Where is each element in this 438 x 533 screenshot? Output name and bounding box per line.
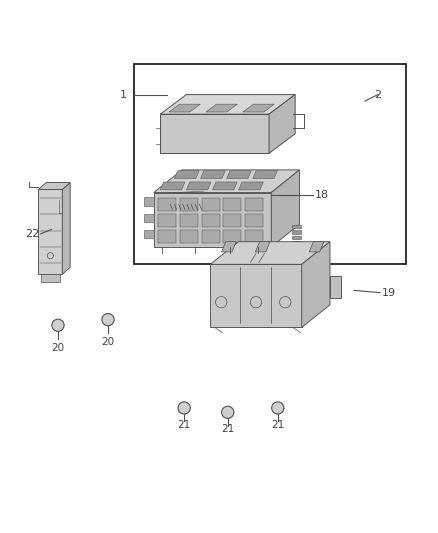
Text: 21: 21 (221, 424, 234, 434)
Polygon shape (222, 241, 236, 252)
Polygon shape (210, 241, 330, 264)
Bar (134, 64, 406, 264)
Circle shape (102, 313, 114, 326)
Polygon shape (62, 182, 70, 274)
Polygon shape (39, 182, 70, 189)
Bar (292, 236, 301, 239)
Bar (39, 189, 62, 274)
Bar (245, 198, 263, 211)
Bar (201, 230, 220, 243)
Bar (158, 214, 176, 227)
Polygon shape (201, 171, 225, 179)
Polygon shape (330, 277, 341, 298)
Text: 20: 20 (102, 337, 115, 347)
Bar (158, 198, 176, 211)
Polygon shape (271, 170, 300, 247)
Text: 21: 21 (271, 419, 284, 430)
Bar (292, 225, 301, 229)
Bar (201, 214, 220, 227)
Text: 2: 2 (374, 90, 381, 100)
Bar (245, 214, 263, 227)
Text: 20: 20 (51, 343, 64, 353)
Polygon shape (309, 241, 324, 252)
Polygon shape (212, 182, 237, 190)
Text: 18: 18 (315, 190, 329, 200)
Bar (223, 230, 241, 243)
Bar (245, 230, 263, 243)
Circle shape (222, 406, 234, 418)
Bar (201, 198, 220, 211)
Bar (292, 241, 301, 245)
Text: 1: 1 (120, 90, 127, 100)
Bar (144, 197, 154, 206)
Bar (223, 214, 241, 227)
Polygon shape (302, 241, 330, 327)
Circle shape (178, 402, 190, 414)
Polygon shape (169, 104, 200, 112)
Polygon shape (160, 114, 269, 154)
Polygon shape (269, 94, 295, 154)
Circle shape (272, 402, 284, 414)
Polygon shape (160, 182, 185, 190)
Bar (144, 214, 154, 222)
Bar (180, 230, 198, 243)
Polygon shape (226, 171, 251, 179)
Circle shape (52, 319, 64, 332)
Polygon shape (255, 241, 270, 252)
Bar (223, 198, 241, 211)
Bar (180, 198, 198, 211)
Polygon shape (154, 170, 300, 192)
Polygon shape (243, 104, 274, 112)
Bar (292, 230, 301, 234)
Text: 19: 19 (382, 288, 396, 297)
Polygon shape (186, 182, 211, 190)
Bar (41, 274, 60, 282)
Polygon shape (160, 94, 295, 114)
Text: 22: 22 (25, 229, 39, 239)
Polygon shape (210, 264, 302, 327)
Bar (158, 230, 176, 243)
Polygon shape (206, 104, 237, 112)
Polygon shape (253, 171, 278, 179)
Polygon shape (174, 171, 199, 179)
Bar (144, 230, 154, 238)
Polygon shape (239, 182, 263, 190)
Bar (180, 214, 198, 227)
Polygon shape (167, 188, 208, 204)
Polygon shape (154, 192, 271, 247)
Text: 21: 21 (177, 419, 191, 430)
